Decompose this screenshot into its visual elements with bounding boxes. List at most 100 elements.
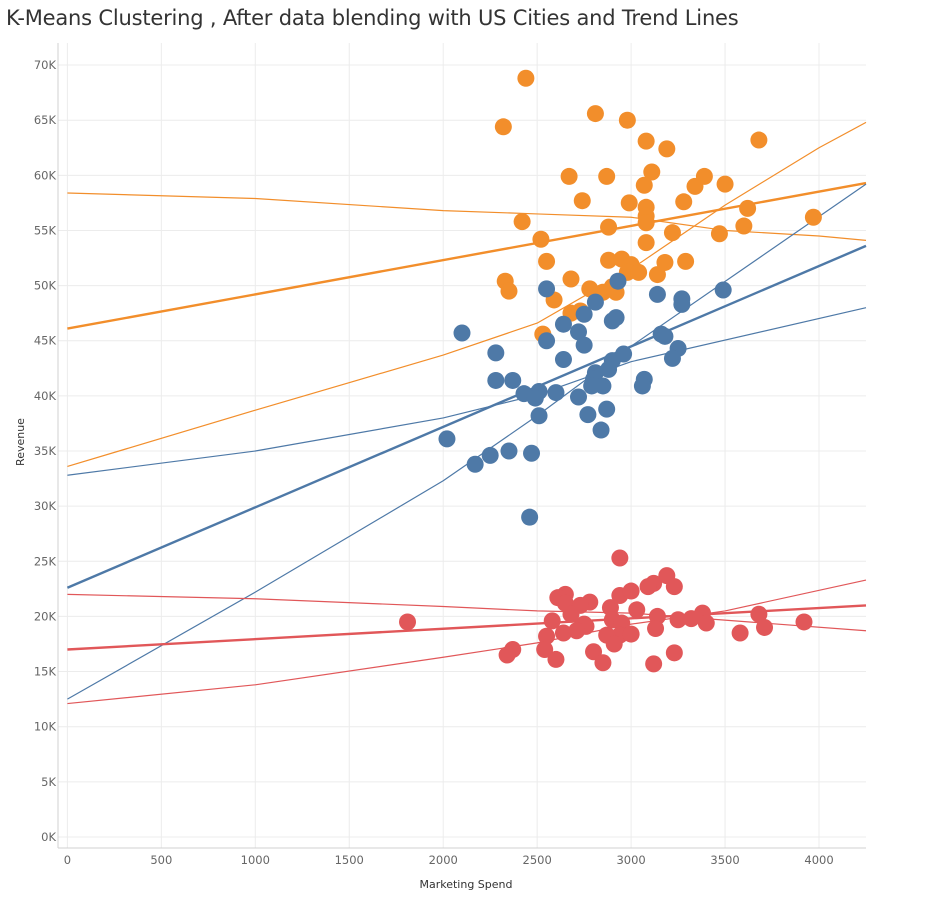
data-point [554,350,572,368]
data-point [399,613,417,631]
data-point [530,407,548,425]
data-point [647,620,665,638]
data-point [618,111,636,129]
data-point [607,309,625,327]
data-point [665,578,683,596]
data-point [795,613,813,631]
data-point [487,371,505,389]
data-point [568,622,586,640]
data-point [600,251,618,269]
data-point [538,627,556,645]
data-point [675,193,693,211]
y-tick-label: 30K [34,499,57,513]
data-point [637,214,655,232]
data-point [735,217,753,235]
data-point [716,175,734,193]
data-point [669,611,687,629]
y-tick-label: 45K [34,334,57,348]
data-point [637,234,655,252]
data-point [622,625,640,643]
x-axis-ticks: 0 500 1000 1500 2000 2500 3000 3500 4000 [64,853,834,867]
data-point [538,280,556,298]
data-point [605,635,623,653]
data-point [609,272,627,290]
data-point [453,324,471,342]
y-tick-label: 35K [34,444,57,458]
data-point [562,270,580,288]
trend-line-fit [67,604,867,651]
data-point [637,132,655,150]
data-point [438,430,456,448]
data-point [750,605,768,623]
data-point [714,281,732,299]
data-point [585,643,603,661]
data-point [630,263,648,281]
trend-line-fit [67,181,867,330]
trend-line-lower [67,192,867,241]
data-point [750,131,768,149]
chart-title: K-Means Clustering , After data blending… [6,6,739,30]
x-tick-label: 1500 [335,853,364,867]
data-point [682,610,700,628]
data-point [622,582,640,600]
y-tick-label: 20K [34,609,57,623]
x-tick-label: 0 [64,853,71,867]
y-tick-label: 5K [41,775,56,789]
data-point [562,605,580,623]
data-point [536,641,554,659]
data-point [575,305,593,323]
data-point [494,118,512,136]
data-point [673,295,691,313]
data-point [633,377,651,395]
x-tick-label: 1000 [241,853,270,867]
data-point [573,192,591,210]
data-point [481,446,499,464]
x-tick-label: 3000 [616,853,645,867]
data-point [586,105,604,123]
data-point [526,389,544,407]
y-tick-label: 70K [34,58,57,72]
trend-line-lower [67,579,867,705]
data-point [575,336,593,354]
x-tick-label: 4000 [804,853,833,867]
x-tick-label: 500 [150,853,172,867]
data-point [498,646,516,664]
data-point [731,624,749,642]
y-tick-label: 0K [41,830,56,844]
x-tick-label: 3500 [710,853,739,867]
data-point [620,194,638,212]
data-point [554,624,572,642]
data-point [532,230,550,248]
data-point [583,377,601,395]
y-tick-label: 65K [34,113,57,127]
data-point [504,371,522,389]
x-tick-label: 2000 [429,853,458,867]
y-tick-label: 50K [34,279,57,293]
y-tick-label: 40K [34,389,57,403]
trend-line-upper [67,121,867,468]
data-point [656,327,674,345]
data-point [500,282,518,300]
data-point [538,252,556,270]
data-point [710,225,728,243]
data-point [628,601,646,619]
data-point [538,332,556,350]
data-point [663,224,681,242]
data-point [648,266,666,284]
data-point [547,384,565,402]
data-point [523,444,541,462]
y-tick-label: 60K [34,168,57,182]
data-point [554,315,572,333]
grid-lines [58,43,866,848]
data-point [600,218,618,236]
y-tick-label: 15K [34,665,57,679]
data-point [658,140,676,158]
data-point [592,421,610,439]
data-point [611,549,629,567]
x-axis-label: Marketing Spend [419,878,512,891]
data-point [543,612,561,630]
data-point [521,508,539,526]
data-point [570,323,588,341]
data-point [656,253,674,271]
